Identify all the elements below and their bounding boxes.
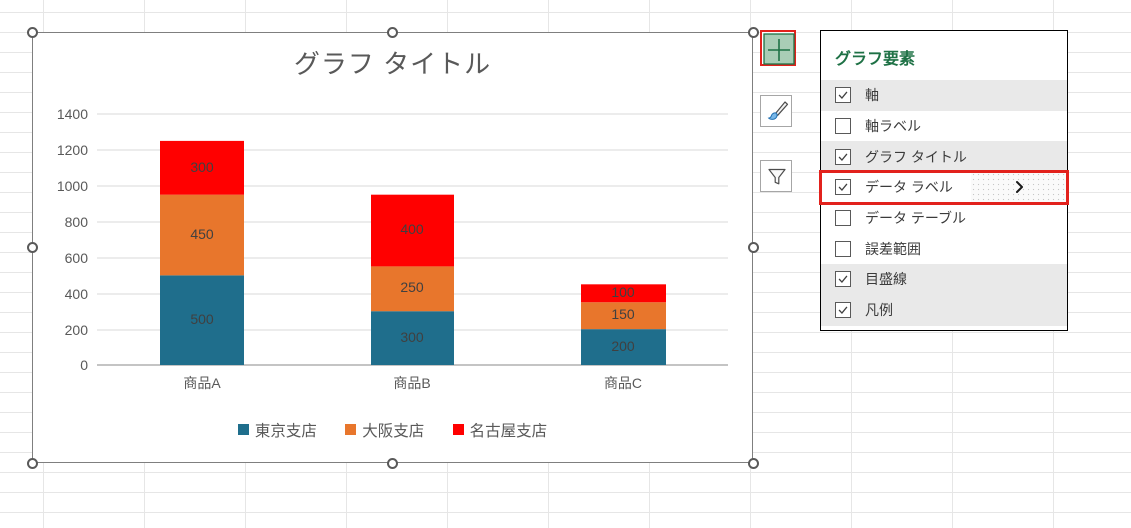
svg-text:150: 150 (611, 306, 635, 322)
svg-text:200: 200 (611, 338, 635, 354)
svg-text:0: 0 (80, 357, 88, 373)
svg-text:400: 400 (400, 221, 424, 237)
svg-text:1000: 1000 (57, 178, 88, 194)
svg-text:1400: 1400 (57, 106, 88, 122)
svg-text:400: 400 (65, 286, 89, 302)
svg-text:450: 450 (190, 226, 214, 242)
svg-text:600: 600 (65, 250, 89, 266)
svg-text:商品A: 商品A (183, 375, 221, 391)
svg-text:500: 500 (190, 311, 214, 327)
svg-text:1200: 1200 (57, 142, 88, 158)
svg-text:200: 200 (65, 322, 89, 338)
svg-text:250: 250 (400, 279, 424, 295)
svg-text:商品B: 商品B (393, 375, 430, 391)
svg-text:100: 100 (611, 284, 635, 300)
svg-text:300: 300 (400, 329, 424, 345)
svg-text:300: 300 (190, 159, 214, 175)
svg-text:商品C: 商品C (604, 375, 642, 391)
svg-text:800: 800 (65, 214, 89, 230)
